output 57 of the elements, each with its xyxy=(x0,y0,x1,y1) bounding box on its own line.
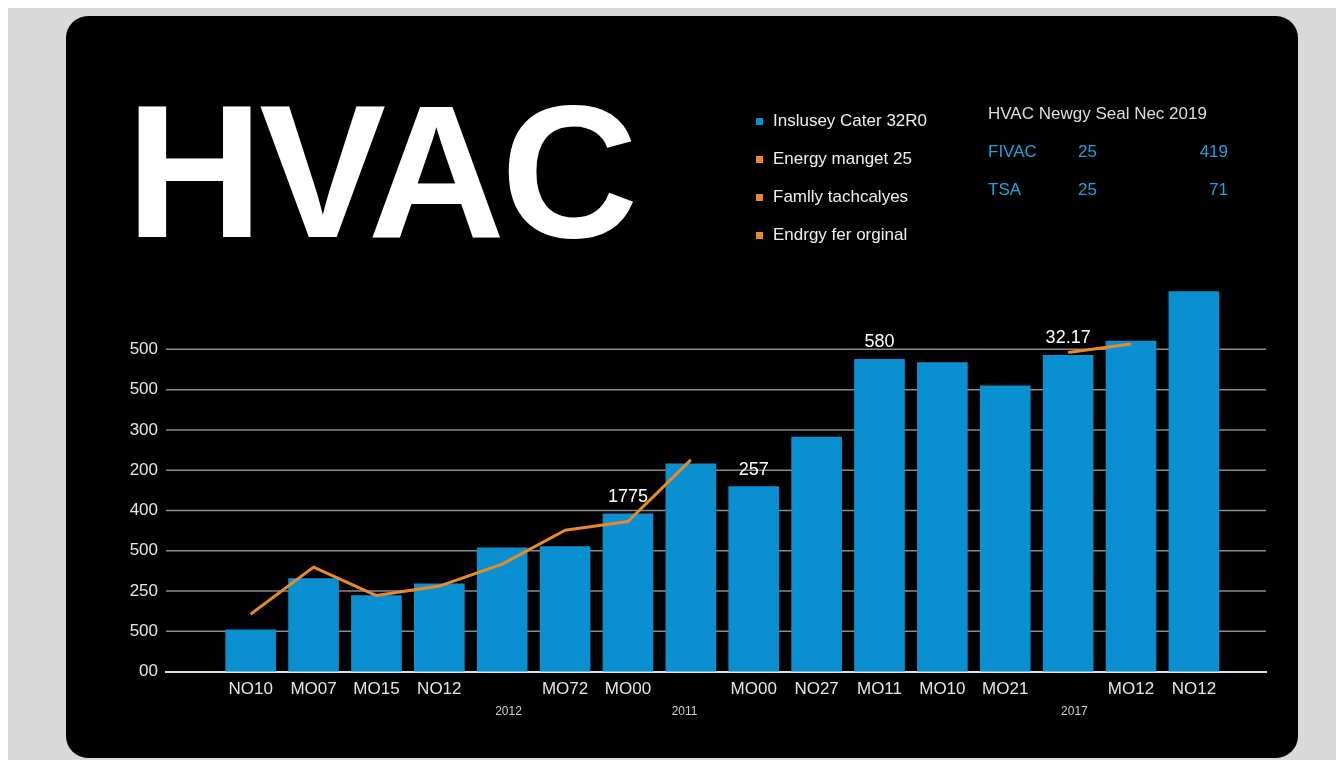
x-tick-label: NO12 xyxy=(417,679,462,699)
text: 00 xyxy=(139,661,158,681)
bar xyxy=(1168,291,1220,672)
bar xyxy=(1042,355,1094,672)
x-tick-label: NO12 xyxy=(1171,679,1217,699)
x-tick-label: MO00 xyxy=(604,679,652,699)
bar xyxy=(288,578,339,672)
bar xyxy=(917,362,968,672)
annotation: 580 xyxy=(864,331,895,352)
text: 500 xyxy=(129,540,158,560)
x-tick-label: MO72 xyxy=(541,679,589,699)
legend-label: Famlly tachcalyes xyxy=(773,187,909,207)
x-tick-label: MO07 xyxy=(290,679,337,699)
text: 2011 xyxy=(671,703,698,718)
bar xyxy=(476,547,528,672)
bar xyxy=(539,546,591,672)
bar xyxy=(225,629,277,672)
x-tick-label: MO21 xyxy=(982,679,1029,699)
x-tick-label: MO00 xyxy=(730,679,777,699)
text: HVAC Newgy Seal Nec 2019 xyxy=(988,104,1208,124)
text: FIVAC xyxy=(988,142,1038,162)
legend-label: Energy manget 25 xyxy=(773,149,912,169)
x-tick-label: MO11 xyxy=(856,679,903,699)
text: 500 xyxy=(129,339,158,359)
bar xyxy=(979,385,1031,672)
text: TSA xyxy=(988,180,1023,200)
x-tick-label: MO12 xyxy=(1107,679,1155,699)
legend-label: Endrgy fer orginal xyxy=(773,225,908,245)
text: 250 xyxy=(129,580,158,600)
bar xyxy=(351,595,402,672)
annotation: 1775 xyxy=(607,485,648,506)
text: 2012 xyxy=(495,703,523,718)
text: 71 xyxy=(1208,180,1228,200)
text: 2017 xyxy=(1061,703,1089,718)
text: 25 xyxy=(1078,142,1098,162)
text: 400 xyxy=(129,500,158,520)
bar xyxy=(602,513,654,672)
text: 419 xyxy=(1198,142,1228,162)
legend-label: Inslusey Cater 32R0 xyxy=(773,111,928,131)
x-tick-label: MO10 xyxy=(919,679,966,699)
text: 500 xyxy=(129,621,158,641)
bar xyxy=(413,583,465,672)
text: 25 xyxy=(1078,180,1098,200)
annotation: 257 xyxy=(738,458,769,479)
text: 200 xyxy=(129,459,158,479)
bar xyxy=(854,358,905,672)
chart-title: HVAC xyxy=(126,65,635,277)
x-tick-label: MO15 xyxy=(353,679,400,699)
bar xyxy=(665,463,717,672)
bar xyxy=(728,486,780,672)
x-tick-label: NO27 xyxy=(794,679,839,699)
text: 500 xyxy=(129,379,158,399)
x-tick-label: NO10 xyxy=(228,679,273,699)
bar xyxy=(1105,340,1157,672)
annotation: 32.17 xyxy=(1045,327,1091,348)
text: 300 xyxy=(129,419,158,439)
bar xyxy=(791,436,842,672)
